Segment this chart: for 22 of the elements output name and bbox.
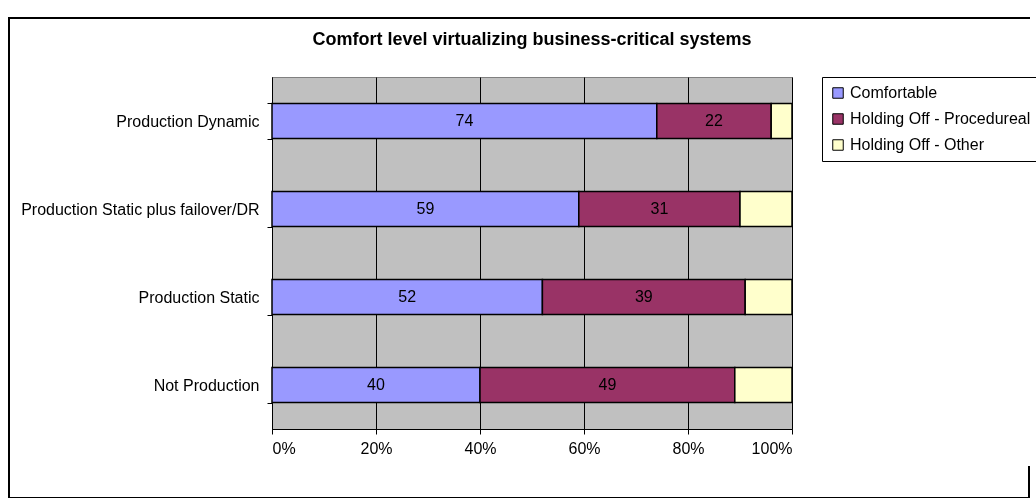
- data-label: 59: [416, 200, 435, 217]
- y-tick-label: Not Production: [153, 376, 260, 394]
- chart-title: Comfort level virtualizing business-critical systems: [312, 29, 752, 49]
- data-label: 74: [455, 112, 474, 129]
- y-tick-label: Production Static: [138, 288, 260, 306]
- x-tick-label: 60%: [568, 439, 601, 457]
- y-tick-label: Production Dynamic: [116, 112, 260, 130]
- data-label: 40: [367, 376, 385, 393]
- data-label: 31: [650, 200, 669, 217]
- x-tick-label: 40%: [464, 439, 497, 457]
- y-tick-label: Production Static plus failover/DR: [21, 200, 260, 218]
- data-label: 49: [598, 376, 617, 393]
- data-label: 22: [705, 112, 723, 129]
- legend-label: Comfortable: [850, 84, 938, 101]
- data-label: 39: [634, 288, 653, 305]
- x-tick-label: 100%: [751, 439, 793, 457]
- x-tick-label: 80%: [672, 439, 705, 457]
- legend-label: Holding Off - Procedureal: [850, 110, 1031, 127]
- x-tick-label: 0%: [272, 439, 296, 457]
- legend-label: Holding Off - Other: [850, 136, 985, 153]
- x-tick-label: 20%: [360, 439, 393, 457]
- data-label: 52: [398, 288, 417, 305]
